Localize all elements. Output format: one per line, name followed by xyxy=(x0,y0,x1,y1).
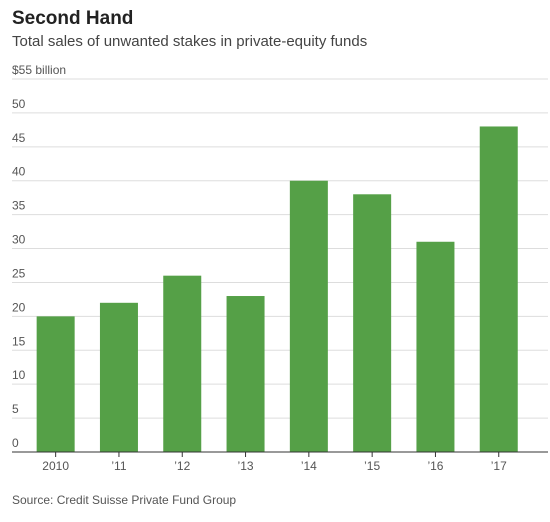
bar xyxy=(479,126,518,453)
x-tick-label: ’15 xyxy=(364,459,380,473)
y-tick-label: 15 xyxy=(12,334,26,348)
chart-title: Second Hand xyxy=(12,8,134,29)
y-axis-ticks: 0 5 10 15 20 25 30 35 40 45 50 $55 billion xyxy=(12,63,66,450)
bar xyxy=(99,302,138,452)
y-tick-label: 50 xyxy=(12,97,26,111)
x-tick-label: ’12 xyxy=(174,459,190,473)
chart-subtitle: Total sales of unwanted stakes in privat… xyxy=(12,33,368,50)
bar xyxy=(289,180,328,452)
bars xyxy=(36,126,518,453)
y-tick-label: 25 xyxy=(12,266,26,280)
y-tick-label: 45 xyxy=(12,131,26,145)
x-tick-label: ’16 xyxy=(427,459,443,473)
bar xyxy=(226,296,265,452)
y-tick-label: 40 xyxy=(12,165,26,179)
x-tick-label: 2010 xyxy=(42,459,69,473)
bar xyxy=(416,241,455,452)
bar xyxy=(36,316,75,452)
bar-chart: 0 5 10 15 20 25 30 35 40 45 50 $55 billion 2010 ’11 ’… xyxy=(12,63,548,473)
x-tick-label: ’17 xyxy=(491,459,507,473)
x-axis-ticks: 2010 ’11 ’12 ’13 ’14 ’15 ’16 ’17 xyxy=(42,452,507,473)
y-tick-label: 20 xyxy=(12,300,26,314)
y-tick-label: 30 xyxy=(12,233,26,247)
y-tick-label: 5 xyxy=(12,402,19,416)
y-tick-label: 0 xyxy=(12,436,19,450)
x-tick-label: ’14 xyxy=(301,459,317,473)
bar xyxy=(163,275,202,452)
y-tick-label: $55 billion xyxy=(12,63,66,77)
y-tick-label: 35 xyxy=(12,199,26,213)
gridlines xyxy=(12,78,548,419)
y-tick-label: 10 xyxy=(12,368,26,382)
bar xyxy=(353,194,392,453)
source-note: Source: Credit Suisse Private Fund Group xyxy=(12,493,237,507)
x-tick-label: ’11 xyxy=(111,459,126,473)
x-tick-label: ’13 xyxy=(238,459,254,473)
